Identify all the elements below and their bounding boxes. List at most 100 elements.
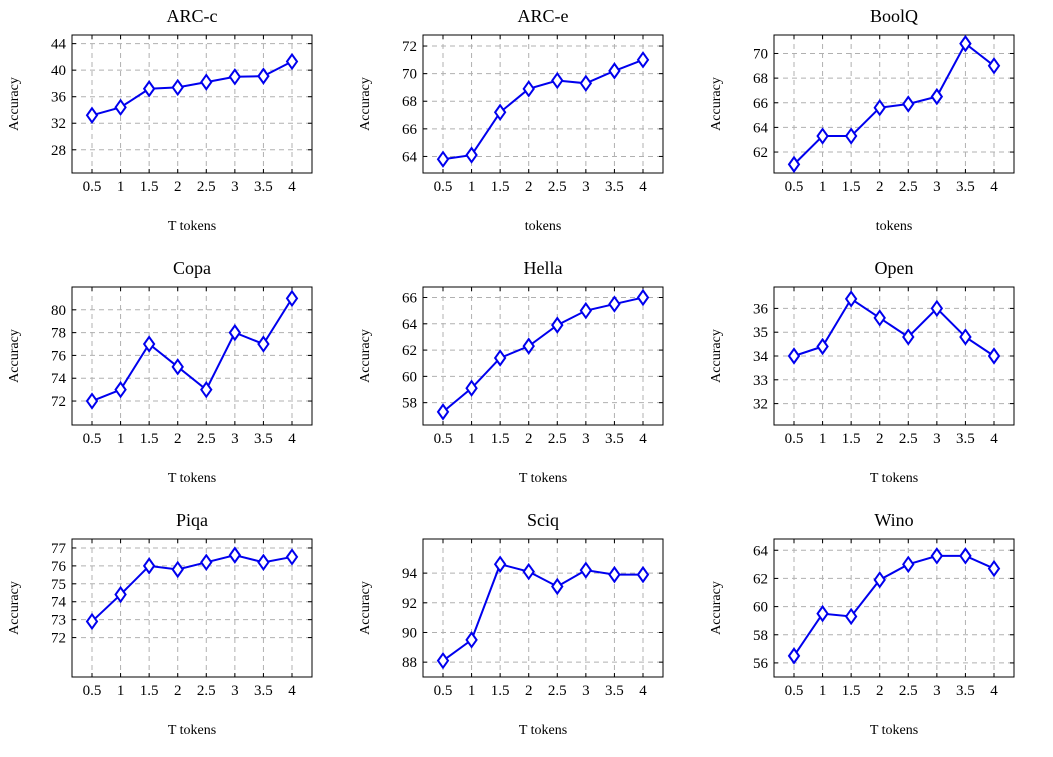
x-tick-label: 4 bbox=[990, 431, 998, 447]
data-point bbox=[200, 380, 213, 399]
plot-frame bbox=[773, 538, 1015, 678]
panel-arc-e: ARC-e 0.5 1 1.5 2 2.5 3 3.5 4 64 66 68 70 72 tokens Acc… bbox=[351, 0, 702, 252]
data-point bbox=[579, 301, 593, 320]
y-tick-label: 76 bbox=[51, 559, 67, 575]
x-tick-label: 1.5 bbox=[842, 431, 861, 447]
x-tick-label: 1.5 bbox=[140, 179, 159, 195]
plot-frame bbox=[71, 286, 313, 426]
chart-title-piqa: Piqa bbox=[176, 510, 208, 530]
data-point bbox=[85, 106, 99, 124]
chart-title-open: Open bbox=[875, 258, 914, 278]
series-line bbox=[793, 297, 995, 357]
x-tick-label: 3 bbox=[933, 431, 941, 447]
x-tick-label: 3.5 bbox=[956, 431, 975, 447]
data-point bbox=[85, 392, 99, 410]
data-point bbox=[257, 335, 270, 353]
data-point bbox=[608, 62, 621, 80]
y-tick-label: 33 bbox=[753, 373, 768, 389]
y-tick-label: 62 bbox=[402, 343, 417, 359]
series-line bbox=[793, 42, 995, 166]
x-tick-label: 0.5 bbox=[434, 431, 453, 447]
x-tick-label: 0.5 bbox=[785, 683, 804, 699]
x-tick-label: 2.5 bbox=[548, 179, 567, 195]
x-tick-label: 1 bbox=[117, 431, 125, 447]
x-tick-label: 3.5 bbox=[254, 431, 273, 447]
x-tick-label: 2.5 bbox=[548, 431, 567, 447]
x-tick-label: 3.5 bbox=[605, 431, 624, 447]
x-tick-label: 0.5 bbox=[785, 431, 804, 447]
y-axis-label: Accuracy bbox=[7, 581, 22, 635]
x-tick-label: 1.5 bbox=[140, 683, 159, 699]
x-axis-label: T tokens bbox=[168, 219, 216, 234]
chart-arc-c: ARC-c 0.5 1 1.5 2 2.5 3 3.5 4 28 32 36 40 44 T tokens A… bbox=[7, 6, 313, 234]
data-point bbox=[579, 561, 593, 579]
y-tick-label: 66 bbox=[402, 122, 418, 138]
y-tick-label: 78 bbox=[51, 326, 66, 342]
data-point bbox=[816, 127, 829, 145]
y-tick-label: 64 bbox=[402, 317, 418, 333]
series-line bbox=[793, 554, 995, 657]
data-point bbox=[787, 347, 801, 365]
y-tick-label: 60 bbox=[753, 600, 768, 616]
panel-hella: Hella 0.5 1 1.5 2 2.5 3 3.5 4 58 60 62 64 66 T tokens A… bbox=[351, 252, 702, 504]
x-tick-label: 2 bbox=[174, 431, 182, 447]
x-tick-label: 1.5 bbox=[842, 683, 861, 699]
chart-title-wino: Wino bbox=[874, 510, 913, 530]
x-tick-label: 1 bbox=[819, 431, 827, 447]
y-tick-label: 72 bbox=[51, 394, 66, 410]
chart-title-arc-c: ARC-c bbox=[167, 6, 218, 26]
panel-arc-c: ARC-c 0.5 1 1.5 2 2.5 3 3.5 4 28 32 36 40 44 T tokens A… bbox=[0, 0, 351, 252]
y-axis-label: Accuracy bbox=[358, 77, 373, 131]
plot-frame bbox=[422, 34, 664, 174]
y-tick-label: 66 bbox=[402, 291, 418, 307]
plot-frame bbox=[422, 538, 664, 678]
y-tick-label: 73 bbox=[51, 613, 66, 629]
x-tick-label: 0.5 bbox=[785, 179, 804, 195]
x-axis-label: T tokens bbox=[519, 723, 567, 738]
data-point bbox=[636, 51, 650, 69]
panel-copa: Copa 0.5 1 1.5 2 2.5 3 3.5 4 72 74 76 78 80 T tokens Ac… bbox=[0, 252, 351, 504]
data-point bbox=[959, 547, 972, 565]
x-tick-label: 1 bbox=[819, 179, 827, 195]
y-tick-label: 40 bbox=[51, 63, 66, 79]
y-tick-label: 35 bbox=[753, 325, 768, 341]
data-point bbox=[787, 155, 801, 174]
x-tick-label: 2.5 bbox=[548, 683, 567, 699]
y-tick-label: 66 bbox=[753, 96, 769, 112]
y-axis-label: Accuracy bbox=[709, 581, 724, 635]
plot-frame bbox=[422, 286, 664, 426]
data-point bbox=[465, 146, 478, 164]
panel-wino: Wino 0.5 1 1.5 2 2.5 3 3.5 4 56 58 60 62 64 T tokens Ac… bbox=[702, 504, 1053, 756]
plot-frame bbox=[71, 538, 313, 678]
x-tick-label: 2 bbox=[174, 179, 182, 195]
plot-frame bbox=[773, 34, 1015, 174]
chart-wino: Wino 0.5 1 1.5 2 2.5 3 3.5 4 56 58 60 62 64 T tokens Ac… bbox=[709, 510, 1015, 738]
x-tick-label: 3 bbox=[933, 683, 941, 699]
x-tick-label: 2 bbox=[876, 179, 884, 195]
data-point bbox=[171, 78, 184, 97]
y-tick-label: 70 bbox=[753, 46, 768, 62]
data-point bbox=[844, 607, 858, 626]
panel-boolq: BoolQ 0.5 1 1.5 2 2.5 3 3.5 4 62 64 66 68 70 tokens Acc… bbox=[702, 0, 1053, 252]
data-point bbox=[902, 95, 915, 113]
y-tick-label: 64 bbox=[753, 543, 769, 559]
y-tick-label: 60 bbox=[402, 369, 417, 385]
y-tick-label: 77 bbox=[51, 541, 67, 557]
x-tick-label: 4 bbox=[990, 683, 998, 699]
panel-sciq: Sciq 0.5 1 1.5 2 2.5 3 3.5 4 88 90 92 94 T tokens Accu… bbox=[351, 504, 702, 756]
y-tick-label: 68 bbox=[753, 71, 768, 87]
x-tick-label: 1 bbox=[117, 179, 125, 195]
chart-title-boolq: BoolQ bbox=[870, 6, 918, 26]
y-axis-label: Accuracy bbox=[7, 77, 22, 131]
x-tick-label: 1.5 bbox=[491, 179, 510, 195]
y-tick-label: 92 bbox=[402, 596, 417, 612]
y-axis-label: Accuracy bbox=[709, 329, 724, 383]
chart-hella: Hella 0.5 1 1.5 2 2.5 3 3.5 4 58 60 62 64 66 T tokens A… bbox=[358, 258, 664, 486]
data-point bbox=[551, 316, 564, 334]
x-tick-label: 3.5 bbox=[605, 179, 624, 195]
x-tick-label: 2.5 bbox=[899, 683, 918, 699]
y-axis-label: Accuracy bbox=[7, 329, 22, 383]
x-tick-label: 1 bbox=[468, 431, 476, 447]
x-tick-label: 2 bbox=[525, 683, 533, 699]
